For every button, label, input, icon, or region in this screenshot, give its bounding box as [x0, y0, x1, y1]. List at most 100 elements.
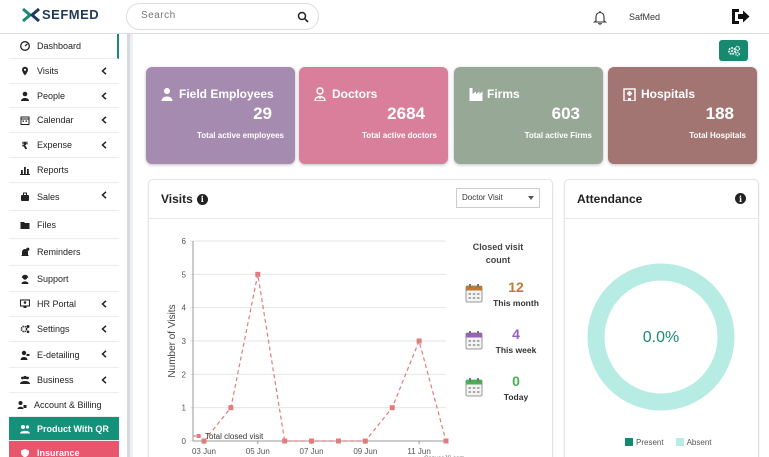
sidebar-item-visits[interactable]: Visits: [9, 59, 119, 84]
stat-card-doctors[interactable]: Doctors 2684 Total active doctors: [299, 67, 448, 164]
sidebar-item-files[interactable]: Files: [9, 211, 119, 239]
support-icon: [20, 274, 30, 284]
sidebar-item-sales[interactable]: Sales: [9, 183, 119, 211]
reminder-icon: [20, 247, 30, 257]
data-point: [335, 438, 341, 444]
x-tick-label: 09 Jun: [353, 447, 377, 456]
x-tick-label: 03 Jun: [192, 447, 216, 456]
visits-panel-title: Visits i: [161, 192, 208, 206]
attendance-legend: Present Absent: [625, 438, 711, 447]
this-month-label: This month: [493, 298, 539, 308]
data-point: [201, 438, 207, 444]
sidebar-item-label: Account & Billing: [34, 399, 102, 410]
legend-present[interactable]: Present: [625, 438, 664, 447]
sidebar-item-account-billing[interactable]: Account & Billing: [9, 393, 119, 417]
sidebar-item-calendar[interactable]: Calendar: [9, 108, 119, 133]
reminder-icon: [21, 247, 30, 256]
sidebar-item-support[interactable]: Support: [9, 266, 119, 292]
stat-card-subtitle: Total active Firms: [524, 131, 592, 140]
sidebar-item-label: Reminders: [37, 247, 81, 257]
data-point: [228, 405, 234, 411]
support-icon: [21, 274, 29, 284]
sidebar-item-product-with-qr[interactable]: Product With QR: [9, 417, 119, 441]
today-label: Today: [503, 392, 529, 402]
e-detailing-icon: [20, 350, 30, 360]
y-tick-label: 4: [182, 304, 187, 313]
hr-portal-icon: [20, 299, 30, 309]
sidebar-item-reminders[interactable]: Reminders: [9, 239, 119, 266]
stat-card-title: Firms: [469, 87, 520, 101]
chevron-left-icon: [101, 350, 107, 358]
insurance-icon: [20, 448, 30, 457]
this-week-label: This week: [495, 345, 537, 355]
this-month-count: 12: [508, 279, 524, 295]
stat-card-firms[interactable]: Firms 603 Total active Firms: [454, 67, 603, 164]
insurance-icon: [21, 449, 29, 457]
info-icon[interactable]: i: [196, 193, 208, 205]
visit-type-select[interactable]: Doctor Visit: [456, 188, 540, 208]
sidebar-item-business[interactable]: Business: [9, 368, 119, 393]
closed-this-week: 4 This week: [465, 326, 545, 360]
sidebar-item-expense[interactable]: ₹ Expense: [9, 133, 119, 158]
logout-icon[interactable]: [731, 8, 750, 25]
logo-mark-icon: [22, 7, 40, 22]
doctor-icon: [314, 87, 326, 101]
y-tick-label: 1: [182, 404, 187, 413]
billing-icon: [17, 400, 27, 410]
data-point: [362, 438, 368, 444]
sidebar-item-dashboard[interactable]: Dashboard: [9, 34, 119, 59]
sidebar-item-label: E-detailing: [37, 349, 80, 360]
gears-icon: [727, 45, 740, 56]
chevron-left-icon: [101, 300, 107, 308]
stat-card-subtitle: Total Hospitals: [689, 131, 746, 140]
stat-card-title: Doctors: [314, 87, 377, 101]
attendance-donut-chart: 0.0%: [587, 263, 735, 411]
chevron-left-icon: [101, 141, 107, 149]
legend-label: Total closed visit: [205, 432, 264, 441]
chevron-left-icon: [101, 191, 107, 199]
data-point: [309, 438, 315, 444]
visits-line-chart: 0 1 2 3 4 5 6 Number of Visits 03 Jun 05 Jun 07 Ju…: [167, 237, 464, 457]
chevron-left-icon: [101, 67, 107, 75]
y-tick-label: 6: [182, 237, 187, 246]
sidebar-item-reports[interactable]: Reports: [9, 158, 119, 183]
stat-card-value: 29: [253, 104, 272, 123]
sidebar-item-label: Sales: [37, 191, 60, 202]
search-icon[interactable]: [297, 11, 309, 23]
stat-card-field-employees[interactable]: Field Employees 29 Total active employee…: [146, 67, 295, 164]
sidebar-item-insurance[interactable]: Insurance: [9, 441, 119, 457]
folder-icon: [20, 220, 30, 230]
sidebar-item-label: Settings: [37, 324, 70, 334]
sidebar-item-settings[interactable]: Settings: [9, 317, 119, 342]
legend-marker: [196, 434, 201, 438]
user-icon: [161, 88, 173, 101]
legend-absent[interactable]: Absent: [675, 438, 711, 447]
search-input[interactable]: [141, 10, 291, 21]
panel-divider: [565, 218, 758, 219]
folder-icon: [20, 221, 30, 229]
x-tick-label: 11 Jun: [407, 447, 430, 456]
y-axis-label: Number of Visits: [167, 304, 178, 377]
user-name[interactable]: SafMed: [629, 12, 661, 22]
stat-card-hospitals[interactable]: Hospitals 188 Total Hospitals: [608, 67, 757, 164]
dashboard-settings-button[interactable]: [719, 40, 748, 61]
visit-type-value: Doctor Visit: [462, 193, 503, 202]
brand-logo[interactable]: SEFMED: [22, 7, 99, 22]
top-header: SEFMED SafMed: [0, 0, 769, 34]
sales-icon: [21, 192, 29, 201]
info-icon[interactable]: i: [735, 193, 746, 204]
visits-title-text: Visits: [161, 192, 193, 206]
user-icon: [21, 91, 29, 101]
sidebar-item-people[interactable]: People: [9, 84, 119, 108]
gears-icon: [20, 324, 30, 334]
x-tick-label: 05 Jun: [246, 447, 270, 456]
hr-portal-icon: [20, 299, 30, 308]
stat-card-title-text: Doctors: [332, 87, 378, 101]
sidebar-item-e-detailing[interactable]: E-detailing: [9, 342, 119, 368]
attendance-panel: Attendance i 0.0% Present Absent: [564, 179, 759, 457]
stat-card-subtitle: Total active employees: [197, 131, 284, 140]
bell-icon[interactable]: [593, 10, 607, 25]
data-point: [416, 338, 422, 344]
stat-card-title: Hospitals: [623, 87, 695, 101]
sidebar-item-hr-portal[interactable]: HR Portal: [9, 292, 119, 317]
